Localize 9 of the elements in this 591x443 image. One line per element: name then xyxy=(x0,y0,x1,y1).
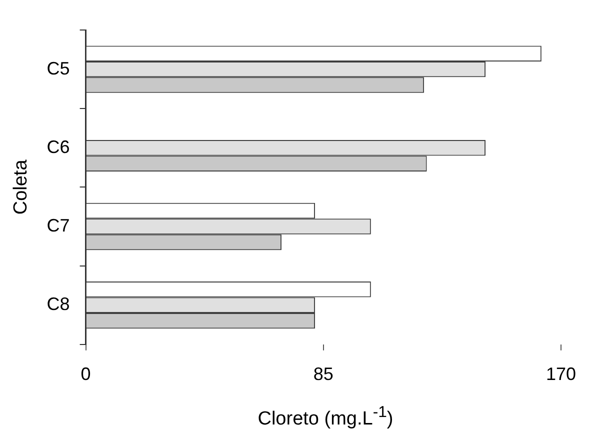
x-tick-label: 170 xyxy=(546,364,576,384)
y-tick-label: C8 xyxy=(46,294,70,314)
x-tick-label: 0 xyxy=(80,364,91,384)
x-tick-label: 85 xyxy=(313,364,334,384)
y-tick-label: C6 xyxy=(46,136,70,157)
x-axis-title: Cloreto (mg.L$^{-1}$) xyxy=(256,404,394,430)
y-tick-label: C7 xyxy=(46,215,70,236)
y-tick-label: C5 xyxy=(46,58,70,78)
y-axis-title: Coleta xyxy=(10,159,32,215)
